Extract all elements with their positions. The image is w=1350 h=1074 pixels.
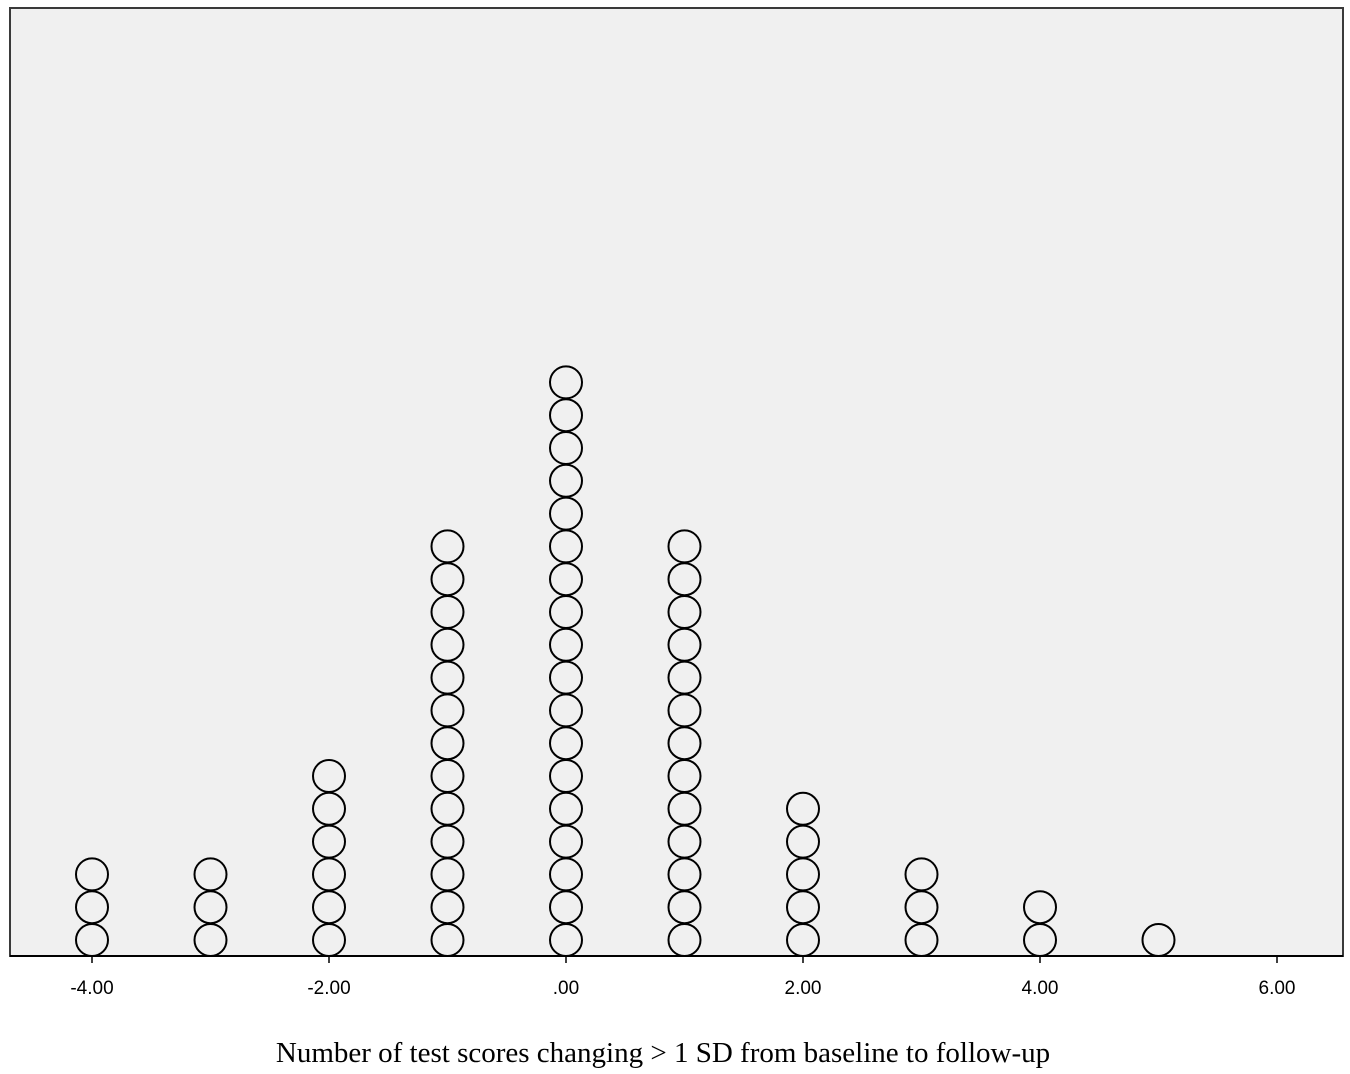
x-tick-label: -2.00 bbox=[307, 978, 350, 999]
dot-point bbox=[786, 791, 820, 826]
x-tick-label: 6.00 bbox=[1259, 978, 1296, 999]
dot-point bbox=[312, 759, 346, 793]
dot-point bbox=[430, 529, 465, 564]
dot-point bbox=[1023, 890, 1057, 925]
x-axis-label: Number of test scores changing > 1 SD fr… bbox=[276, 1037, 1050, 1069]
x-tick-label: .00 bbox=[553, 978, 579, 999]
dot-point bbox=[667, 529, 702, 564]
x-tick-label: -4.00 bbox=[70, 978, 113, 999]
x-axis-ticks: -4.00 -2.00 .00 2.00 4.00 6.00 bbox=[70, 956, 1295, 999]
dot-point bbox=[549, 365, 583, 400]
x-tick-label: 4.00 bbox=[1022, 978, 1059, 999]
dot-point bbox=[904, 857, 939, 892]
dot-point bbox=[1141, 923, 1176, 957]
x-tick-label: 2.00 bbox=[785, 978, 822, 999]
dot-point bbox=[193, 857, 228, 892]
dots-layer bbox=[75, 365, 1176, 957]
plot-area bbox=[9, 7, 1344, 957]
dot-point bbox=[75, 857, 109, 892]
